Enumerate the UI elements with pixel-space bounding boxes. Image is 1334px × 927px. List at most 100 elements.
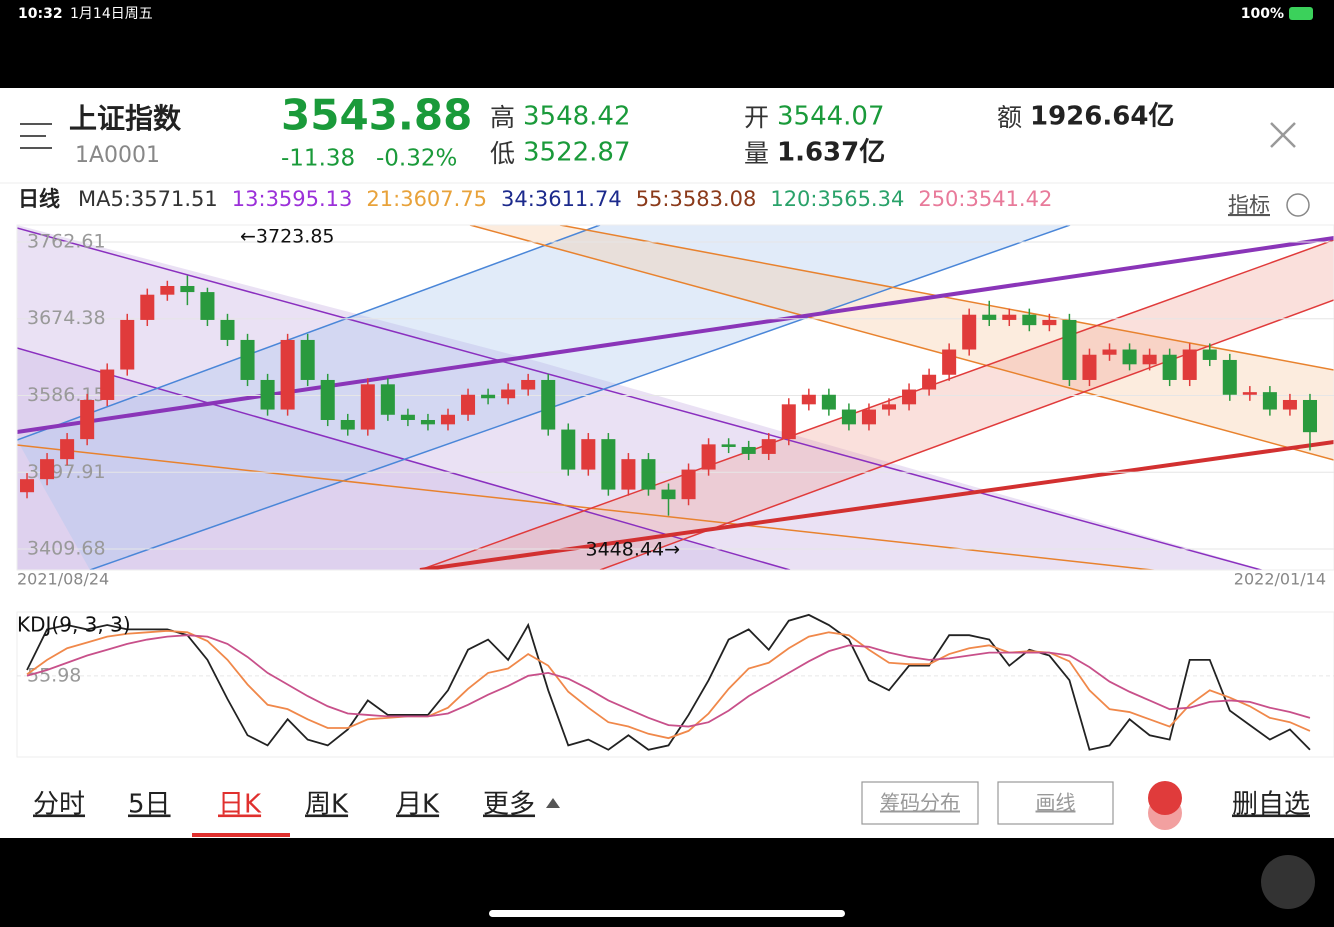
candle-body [320, 379, 335, 420]
candle-body [1002, 314, 1017, 320]
candle-body [922, 374, 937, 390]
candle-body [581, 439, 596, 470]
home-indicator [489, 910, 845, 917]
candle-body [761, 439, 776, 454]
candle-body [260, 379, 275, 410]
indicator-icon[interactable] [1286, 193, 1310, 217]
candle-body [140, 294, 155, 320]
battery-text: 100% [1241, 6, 1284, 22]
candle-body [821, 394, 836, 410]
close-button[interactable] [1270, 122, 1296, 148]
candle-body [942, 349, 957, 375]
ma-item: 250:3541.42 [918, 187, 1052, 211]
ma-item: 13:3595.13 [232, 187, 353, 211]
candle-body [681, 469, 696, 500]
tab[interactable]: 月K [396, 790, 440, 820]
kdj-line [26, 613, 1311, 751]
candle-body [801, 394, 816, 405]
candle-body [521, 379, 536, 390]
candle-body [1202, 349, 1217, 360]
y-tick-label: 3762.61 [27, 230, 106, 252]
change: -11.38 [281, 146, 355, 172]
candle-body [641, 459, 656, 490]
stat-label: 高 [490, 103, 515, 132]
candle-body [400, 414, 415, 420]
tab[interactable]: 分时 [33, 790, 85, 820]
candle-body [621, 459, 636, 490]
candle-body [841, 409, 856, 425]
candle-body [881, 404, 897, 410]
candle-body [481, 394, 496, 399]
candle-body [220, 319, 235, 340]
candle-body [902, 389, 917, 405]
candle-body [40, 459, 55, 480]
y-tick-label: 3409.68 [27, 538, 106, 560]
main-frame [16, 224, 1334, 571]
candle-body [360, 384, 375, 430]
stat-value: 3544.07 [777, 102, 885, 132]
candle-body [661, 489, 676, 500]
button-frame[interactable] [861, 781, 979, 825]
button-frame[interactable] [997, 781, 1114, 825]
tab[interactable]: 5日 [128, 790, 171, 820]
low-annotation: 3448.44→ [586, 539, 681, 561]
status-time: 10:32 [18, 6, 63, 22]
menu-icon[interactable] [20, 123, 52, 149]
ma-item: 55:3583.08 [636, 187, 757, 211]
candle-body [1242, 392, 1257, 395]
candle-body [340, 419, 355, 430]
candle-body [1122, 349, 1137, 365]
kdj-frame [16, 611, 1334, 758]
candle-body [861, 409, 876, 425]
high-annotation: ←3723.85 [240, 226, 335, 248]
candle-body [601, 439, 616, 490]
candle-body [1082, 354, 1097, 380]
button[interactable]: 画线 [1036, 791, 1076, 815]
button[interactable]: 筹码分布 [880, 791, 960, 815]
candle-body [1062, 319, 1077, 380]
candle-body [701, 444, 716, 470]
start-date: 2021/08/24 [17, 570, 109, 589]
candle-body [741, 446, 756, 454]
candle-body [160, 285, 175, 295]
more-arrow[interactable] [546, 798, 560, 808]
kdj-line [26, 629, 1311, 740]
button[interactable]: 删自选 [1232, 790, 1310, 820]
change-pct: -0.32% [376, 146, 457, 172]
candle-body [420, 419, 435, 425]
candle-body [300, 339, 315, 380]
shrink-button[interactable] [1261, 855, 1315, 909]
candle-body [541, 379, 556, 430]
record-button[interactable] [1148, 781, 1182, 815]
candle-body [1282, 399, 1297, 410]
candle-body [721, 444, 736, 447]
candle-body [1222, 359, 1237, 395]
tab-indicator [192, 833, 290, 837]
candle-body [380, 384, 395, 415]
candle-body [20, 479, 35, 493]
kdj-title: KDJ(9, 3, 3) [17, 613, 131, 637]
ma-item: 120:3565.34 [770, 187, 904, 211]
candle-body [1102, 349, 1117, 355]
candle-body [60, 439, 75, 460]
candle-body [962, 314, 977, 350]
candle-body [280, 339, 295, 410]
battery-icon [1289, 7, 1313, 20]
end-date: 2022/01/14 [1234, 570, 1326, 589]
indicator-button[interactable]: 指标 [1228, 193, 1270, 217]
stat-label: 额 [997, 103, 1022, 132]
candle-body [461, 394, 476, 415]
candle-body [1182, 349, 1197, 380]
candle-body [240, 339, 255, 380]
ma-item: 21:3607.75 [366, 187, 487, 211]
y-tick-label: 3497.91 [27, 461, 106, 483]
index-code: 1A0001 [75, 143, 160, 168]
tab[interactable]: 周K [305, 790, 349, 820]
candle-body [1042, 319, 1057, 326]
tab[interactable]: 日K [218, 790, 262, 820]
tab[interactable]: 更多 [483, 790, 535, 820]
stat-value: 3548.42 [523, 102, 631, 132]
ma-item: MA5:3571.51 [78, 187, 218, 211]
